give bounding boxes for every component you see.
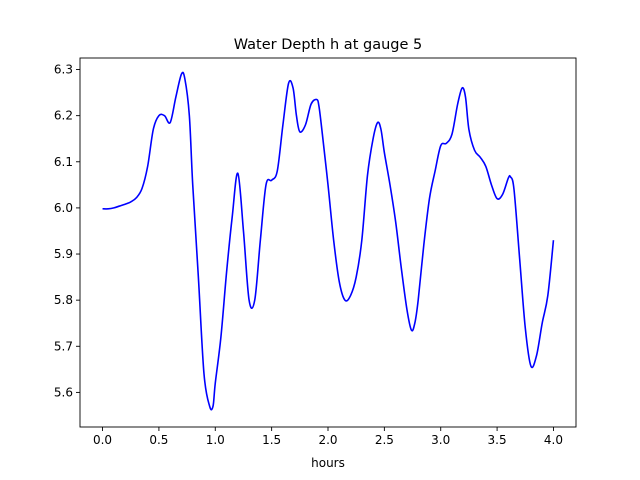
y-tick-label: 5.7 bbox=[54, 339, 73, 353]
y-tick-label: 5.8 bbox=[54, 293, 73, 307]
x-axis-ticks: 0.0 0.5 1.0 1.5 2.0 2.5 3.0 3.5 4.0 bbox=[93, 427, 563, 447]
y-tick-label: 6.3 bbox=[54, 63, 73, 77]
x-axis-label: hours bbox=[311, 456, 345, 470]
chart-title: Water Depth h at gauge 5 bbox=[234, 37, 422, 53]
x-tick-label: 4.0 bbox=[544, 433, 563, 447]
y-tick-label: 5.6 bbox=[54, 385, 73, 399]
plot-frame bbox=[79, 57, 577, 428]
x-tick-label: 1.0 bbox=[206, 433, 225, 447]
x-tick-label: 0.0 bbox=[93, 433, 112, 447]
x-tick-label: 3.5 bbox=[488, 433, 507, 447]
x-tick-label: 0.5 bbox=[149, 433, 168, 447]
x-tick-label: 2.5 bbox=[375, 433, 394, 447]
y-tick-label: 6.0 bbox=[54, 201, 73, 215]
y-tick-label: 5.9 bbox=[54, 247, 73, 261]
y-tick-label: 6.1 bbox=[54, 155, 73, 169]
series-line bbox=[102, 71, 555, 411]
x-tick-label: 1.5 bbox=[262, 433, 281, 447]
y-tick-label: 6.2 bbox=[54, 109, 73, 123]
x-tick-label: 3.0 bbox=[431, 433, 450, 447]
y-axis-ticks: 5.6 5.7 5.8 5.9 6.0 6.1 6.2 6.3 bbox=[54, 63, 80, 399]
series-layer bbox=[102, 71, 555, 411]
x-tick-label: 2.0 bbox=[318, 433, 337, 447]
